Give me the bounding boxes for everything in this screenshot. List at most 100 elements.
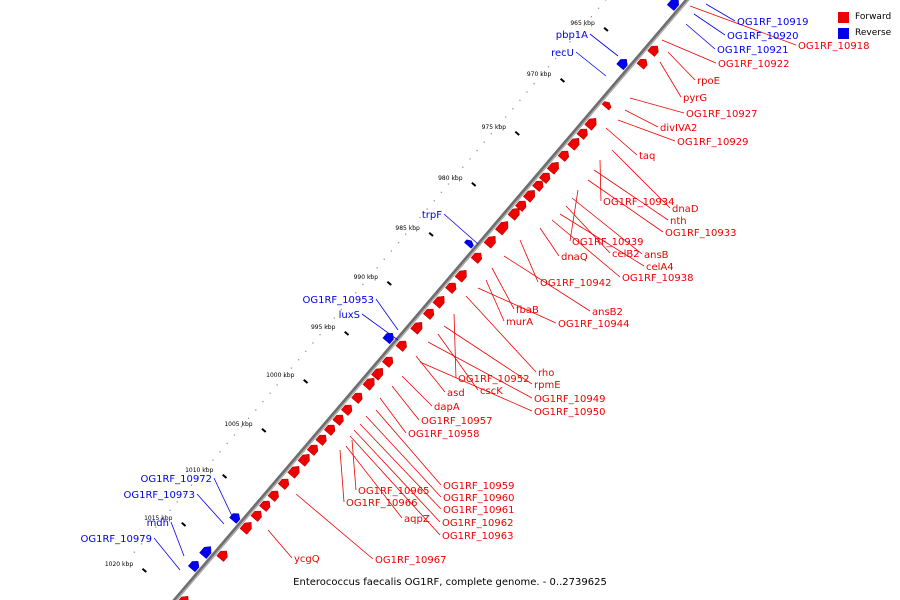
backbone-line xyxy=(172,0,690,600)
scale-label: 980 kbp xyxy=(438,175,463,182)
reverse-gene-label: mdh xyxy=(147,518,169,529)
reverse-swatch xyxy=(838,27,849,39)
guide-dot xyxy=(526,91,528,93)
scale-tick xyxy=(559,78,566,83)
guide-dot xyxy=(247,417,250,419)
guide-dot xyxy=(576,32,578,35)
forward-gene xyxy=(532,180,544,192)
forward-gene-label: asd xyxy=(447,388,465,399)
scale-label: 970 kbp xyxy=(527,71,552,78)
leader-line xyxy=(551,219,621,278)
forward-gene xyxy=(410,322,423,335)
guide-dot xyxy=(590,16,593,18)
guide-dot xyxy=(569,41,571,43)
scale-label: 990 kbp xyxy=(354,274,379,281)
forward-gene xyxy=(323,424,336,436)
guide-dot xyxy=(483,141,485,143)
leader-line xyxy=(351,439,357,491)
guide-dot xyxy=(490,133,493,135)
scale-tick xyxy=(344,331,350,336)
leader-line xyxy=(589,33,619,57)
forward-gene xyxy=(297,454,310,467)
forward-gene-label: murA xyxy=(506,317,533,328)
guide-dot xyxy=(190,484,193,486)
guide-dot xyxy=(462,166,464,168)
forward-gene-label: fbaB xyxy=(516,305,539,316)
forward-gene-label: OG1RF_10949 xyxy=(534,394,606,405)
guide-dot xyxy=(412,225,414,227)
scale-label: 1000 kbp xyxy=(266,372,294,379)
forward-gene-label: rpmE xyxy=(534,380,561,391)
forward-gene-label: pyrG xyxy=(683,93,707,104)
forward-gene xyxy=(445,282,457,294)
forward-gene-label: OG1RF_10950 xyxy=(534,407,606,418)
reverse-gene-label: OG1RF_10979 xyxy=(81,534,153,545)
scale-tick xyxy=(386,281,392,286)
forward-gene-label: OG1RF_10958 xyxy=(408,429,480,440)
forward-gene xyxy=(381,356,394,368)
forward-gene xyxy=(601,101,612,111)
scale-tick xyxy=(603,27,609,32)
leader-line xyxy=(339,449,345,503)
forward-gene xyxy=(267,490,279,502)
guide-dot xyxy=(290,367,293,369)
forward-gene-label: OG1RF_10933 xyxy=(665,228,737,239)
guide-dot xyxy=(269,392,271,394)
guide-dot xyxy=(155,526,157,528)
reverse-gene xyxy=(199,546,212,559)
guide-dot xyxy=(233,434,235,436)
forward-gene xyxy=(483,236,496,249)
forward-gene-label: OG1RF_10959 xyxy=(443,481,515,492)
legend: Forward Reverse xyxy=(838,9,891,41)
forward-gene-label: OG1RF_10934 xyxy=(603,197,675,208)
forward-gene xyxy=(494,221,509,236)
backbone-highlight xyxy=(175,0,690,600)
guide-dot xyxy=(262,400,264,403)
forward-gene xyxy=(584,118,597,131)
leader-line xyxy=(365,415,442,498)
forward-gene-label: OG1RF_10939 xyxy=(572,237,644,248)
leader-line xyxy=(605,127,638,156)
leader-line xyxy=(571,197,643,255)
guide-dot xyxy=(176,501,178,503)
leader-line xyxy=(379,397,407,434)
guide-dot xyxy=(469,158,471,160)
leader-line xyxy=(477,287,557,324)
guide-dot xyxy=(519,99,521,101)
guide-dot xyxy=(326,325,328,327)
forward-gene xyxy=(306,444,319,456)
guide-dot xyxy=(297,359,300,361)
forward-gene xyxy=(250,510,262,522)
forward-gene-label: ycgQ xyxy=(294,554,320,565)
guide-dot xyxy=(604,0,607,1)
guide-dot xyxy=(419,216,421,219)
forward-gene-label: divIVA2 xyxy=(660,123,697,134)
guide-dot xyxy=(512,108,514,110)
leader-line xyxy=(659,61,682,98)
reverse-gene-label: OG1RF_10921 xyxy=(717,45,789,56)
leader-line xyxy=(153,537,181,571)
forward-gene xyxy=(239,522,252,535)
forward-gene xyxy=(422,308,435,320)
reverse-gene xyxy=(666,0,679,11)
leader-line xyxy=(519,239,539,283)
forward-gene-label: celA4 xyxy=(646,262,674,273)
forward-gene xyxy=(216,550,228,562)
legend-item-reverse: Reverse xyxy=(838,25,891,41)
leader-line xyxy=(213,477,233,517)
forward-gene-label: OG1RF_10957 xyxy=(421,416,493,427)
reverse-gene xyxy=(382,333,394,345)
leader-line xyxy=(689,5,797,46)
scale-tick xyxy=(261,428,267,433)
guide-dot xyxy=(197,476,200,478)
guide-dot xyxy=(447,183,450,185)
guide-dot xyxy=(362,283,364,286)
leader-line xyxy=(565,205,611,254)
forward-gene-label: OG1RF_10960 xyxy=(443,493,515,504)
leader-line xyxy=(661,39,717,64)
forward-gene-label: aqpZ xyxy=(404,514,430,525)
forward-gene xyxy=(546,162,559,175)
guide-dot xyxy=(312,342,314,344)
scale-label: 1020 kbp xyxy=(105,561,133,568)
